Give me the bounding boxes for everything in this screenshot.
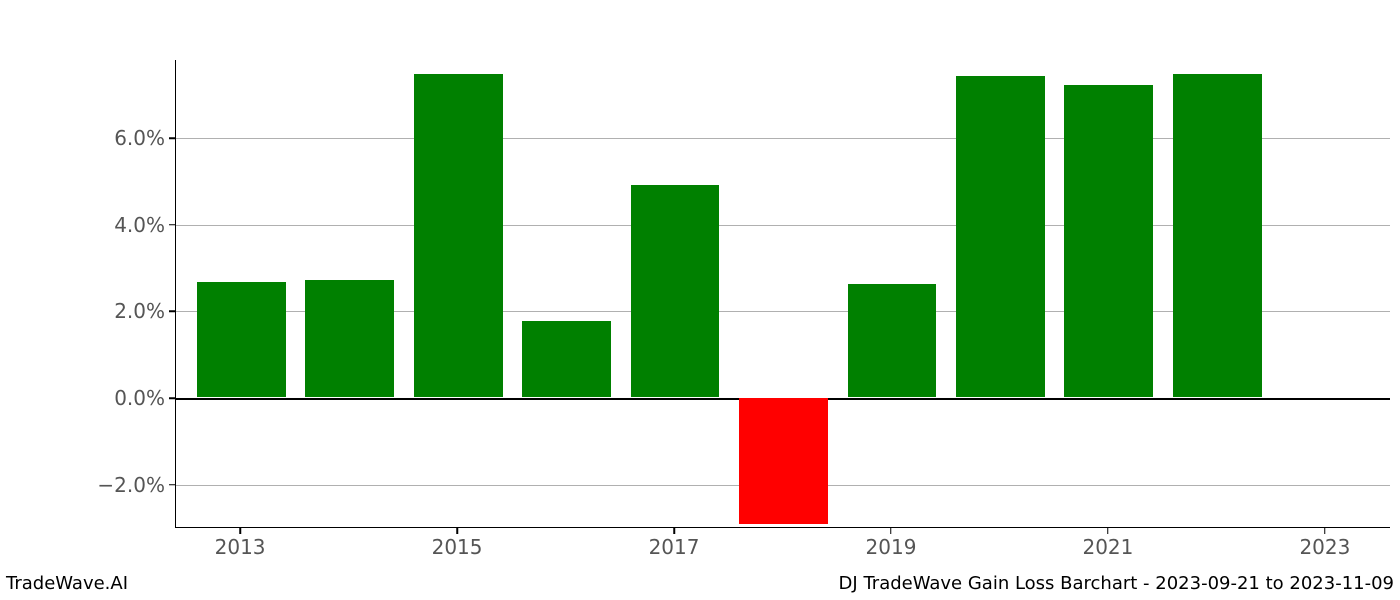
bar [631,185,720,397]
x-tick-mark [673,528,675,534]
x-tick-label: 2021 [1082,535,1133,559]
bar [848,284,937,397]
bar [1064,85,1153,397]
x-tick-mark [456,528,458,534]
y-tick-label: 6.0% [85,126,165,150]
y-tick-mark [169,137,175,139]
y-tick-mark [169,311,175,313]
y-tick-mark [169,484,175,486]
gain-loss-barchart: TradeWave.AI DJ TradeWave Gain Loss Barc… [0,0,1400,600]
x-tick-mark [1324,528,1326,534]
bar [956,76,1045,397]
y-tick-label: 4.0% [85,213,165,237]
y-tick-label: 2.0% [85,299,165,323]
bar [522,321,611,397]
x-tick-mark [1107,528,1109,534]
bar [414,74,503,397]
y-tick-mark [169,224,175,226]
x-tick-label: 2017 [649,535,700,559]
x-tick-label: 2023 [1299,535,1350,559]
y-tick-mark [169,397,175,399]
x-tick-label: 2019 [866,535,917,559]
bar [1173,74,1262,397]
footer-right-text: DJ TradeWave Gain Loss Barchart - 2023-0… [839,573,1394,594]
bar [305,280,394,397]
bar [197,282,286,397]
x-tick-mark [239,528,241,534]
y-tick-label: −2.0% [85,473,165,497]
x-tick-label: 2015 [432,535,483,559]
y-tick-label: 0.0% [85,386,165,410]
footer-left-text: TradeWave.AI [6,573,128,594]
x-tick-mark [890,528,892,534]
bar [739,398,828,524]
plot-area [175,60,1390,528]
x-tick-label: 2013 [215,535,266,559]
